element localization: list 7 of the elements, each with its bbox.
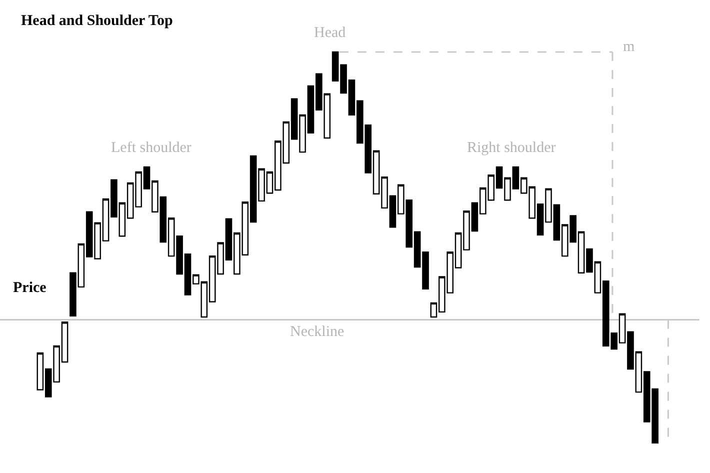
- annotation: Right shoulder: [467, 140, 556, 156]
- annotation: Left shoulder: [111, 140, 192, 156]
- chart-title: Head and Shoulder Top: [21, 13, 173, 29]
- text: Head: [314, 25, 346, 41]
- y-axis-title: Price: [13, 280, 47, 296]
- ref-line-label: Neckline: [290, 324, 344, 340]
- annotation: m: [623, 39, 635, 55]
